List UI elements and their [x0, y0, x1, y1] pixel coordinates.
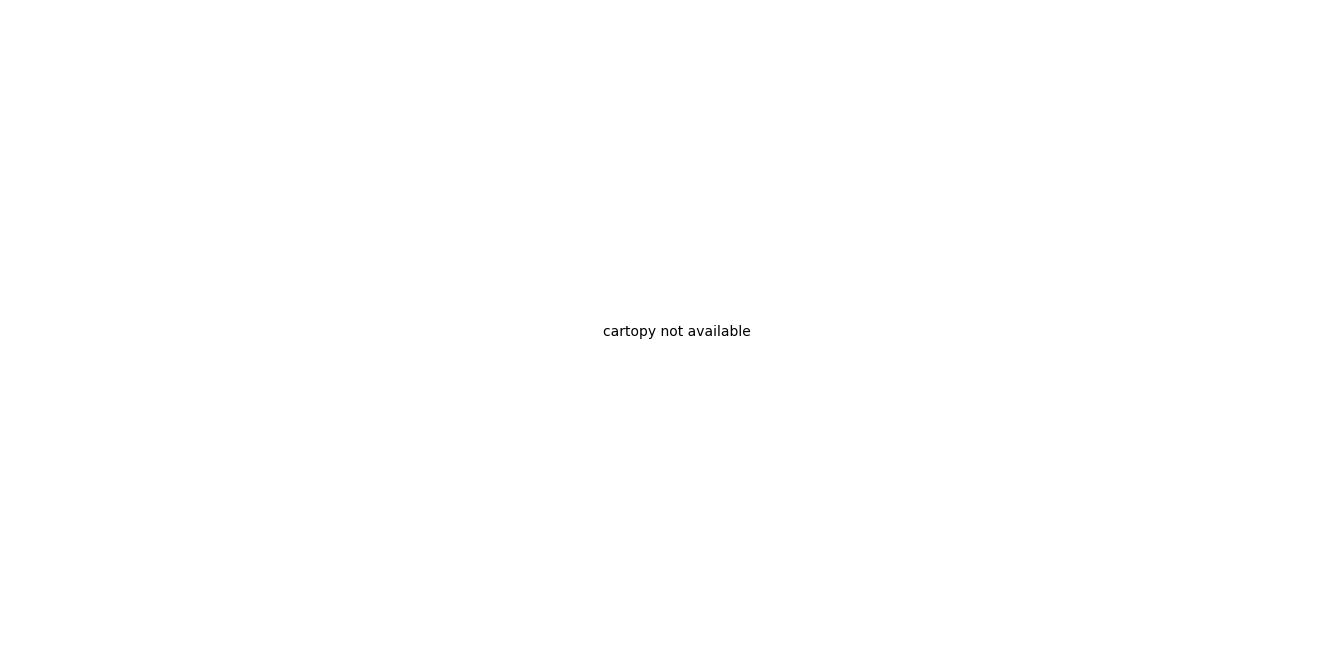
Text: cartopy not available: cartopy not available [603, 325, 750, 339]
